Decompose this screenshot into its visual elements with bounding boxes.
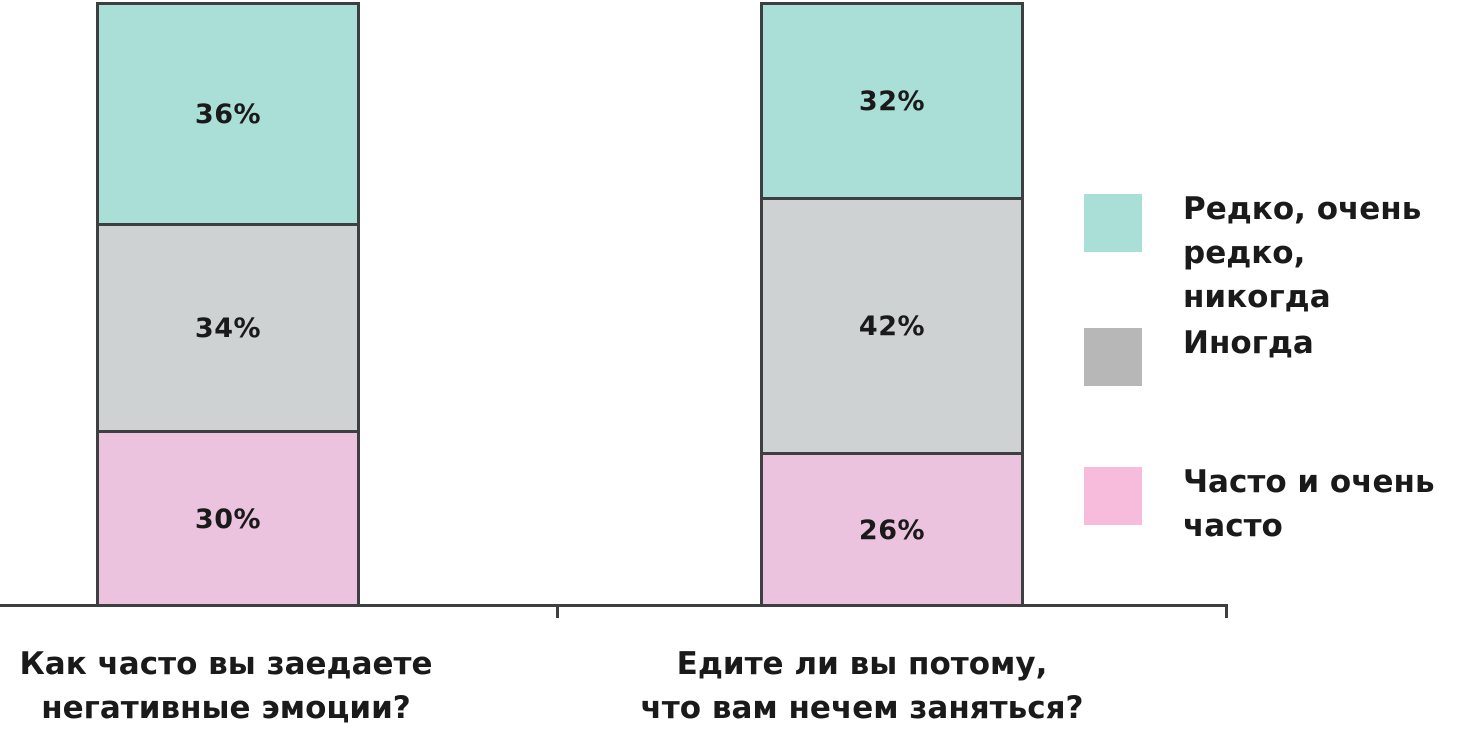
- x-axis-tick: [1225, 604, 1228, 618]
- legend-item-sometimes: Иногда: [1084, 325, 1314, 386]
- legend-swatch-icon: [1084, 328, 1142, 386]
- segment-often: 26%: [763, 452, 1021, 606]
- bar-boredom-eating: 32% 42% 26%: [760, 2, 1024, 606]
- category-label: Едите ли вы потому, что вам нечем занять…: [612, 642, 1112, 730]
- segment-sometimes: 34%: [99, 223, 357, 430]
- legend-item-often: Часто и очень часто: [1084, 464, 1435, 548]
- value-label: 32%: [858, 85, 926, 117]
- category-label: Как часто вы заедаете негативные эмоции?: [0, 642, 452, 730]
- segment-rarely: 36%: [99, 5, 357, 223]
- legend-label: Иногда: [1183, 325, 1314, 361]
- value-label: 26%: [858, 515, 926, 546]
- segment-rarely: 32%: [763, 5, 1021, 197]
- value-label: 34%: [194, 312, 262, 344]
- legend-label: Редко, очень редко, никогда: [1183, 191, 1422, 315]
- legend-label: Часто и очень часто: [1183, 464, 1435, 544]
- value-label: 30%: [194, 504, 262, 535]
- segment-sometimes: 42%: [763, 197, 1021, 452]
- category-label-line: Как часто вы заедаете: [19, 646, 433, 682]
- legend-swatch-icon: [1084, 467, 1142, 525]
- value-label: 42%: [858, 310, 926, 342]
- bar-negative-emotions: 36% 34% 30%: [96, 2, 360, 606]
- legend-swatch-icon: [1084, 194, 1142, 252]
- value-label: 36%: [194, 98, 262, 130]
- x-axis-line: [0, 604, 1228, 607]
- legend-item-rarely: Редко, очень редко, никогда: [1084, 191, 1460, 319]
- category-label-line: что вам нечем заняться?: [640, 690, 1084, 726]
- x-axis-tick: [556, 604, 559, 618]
- category-label-line: Едите ли вы потому,: [676, 646, 1048, 682]
- segment-often: 30%: [99, 430, 357, 606]
- category-label-line: негативные эмоции?: [41, 690, 411, 726]
